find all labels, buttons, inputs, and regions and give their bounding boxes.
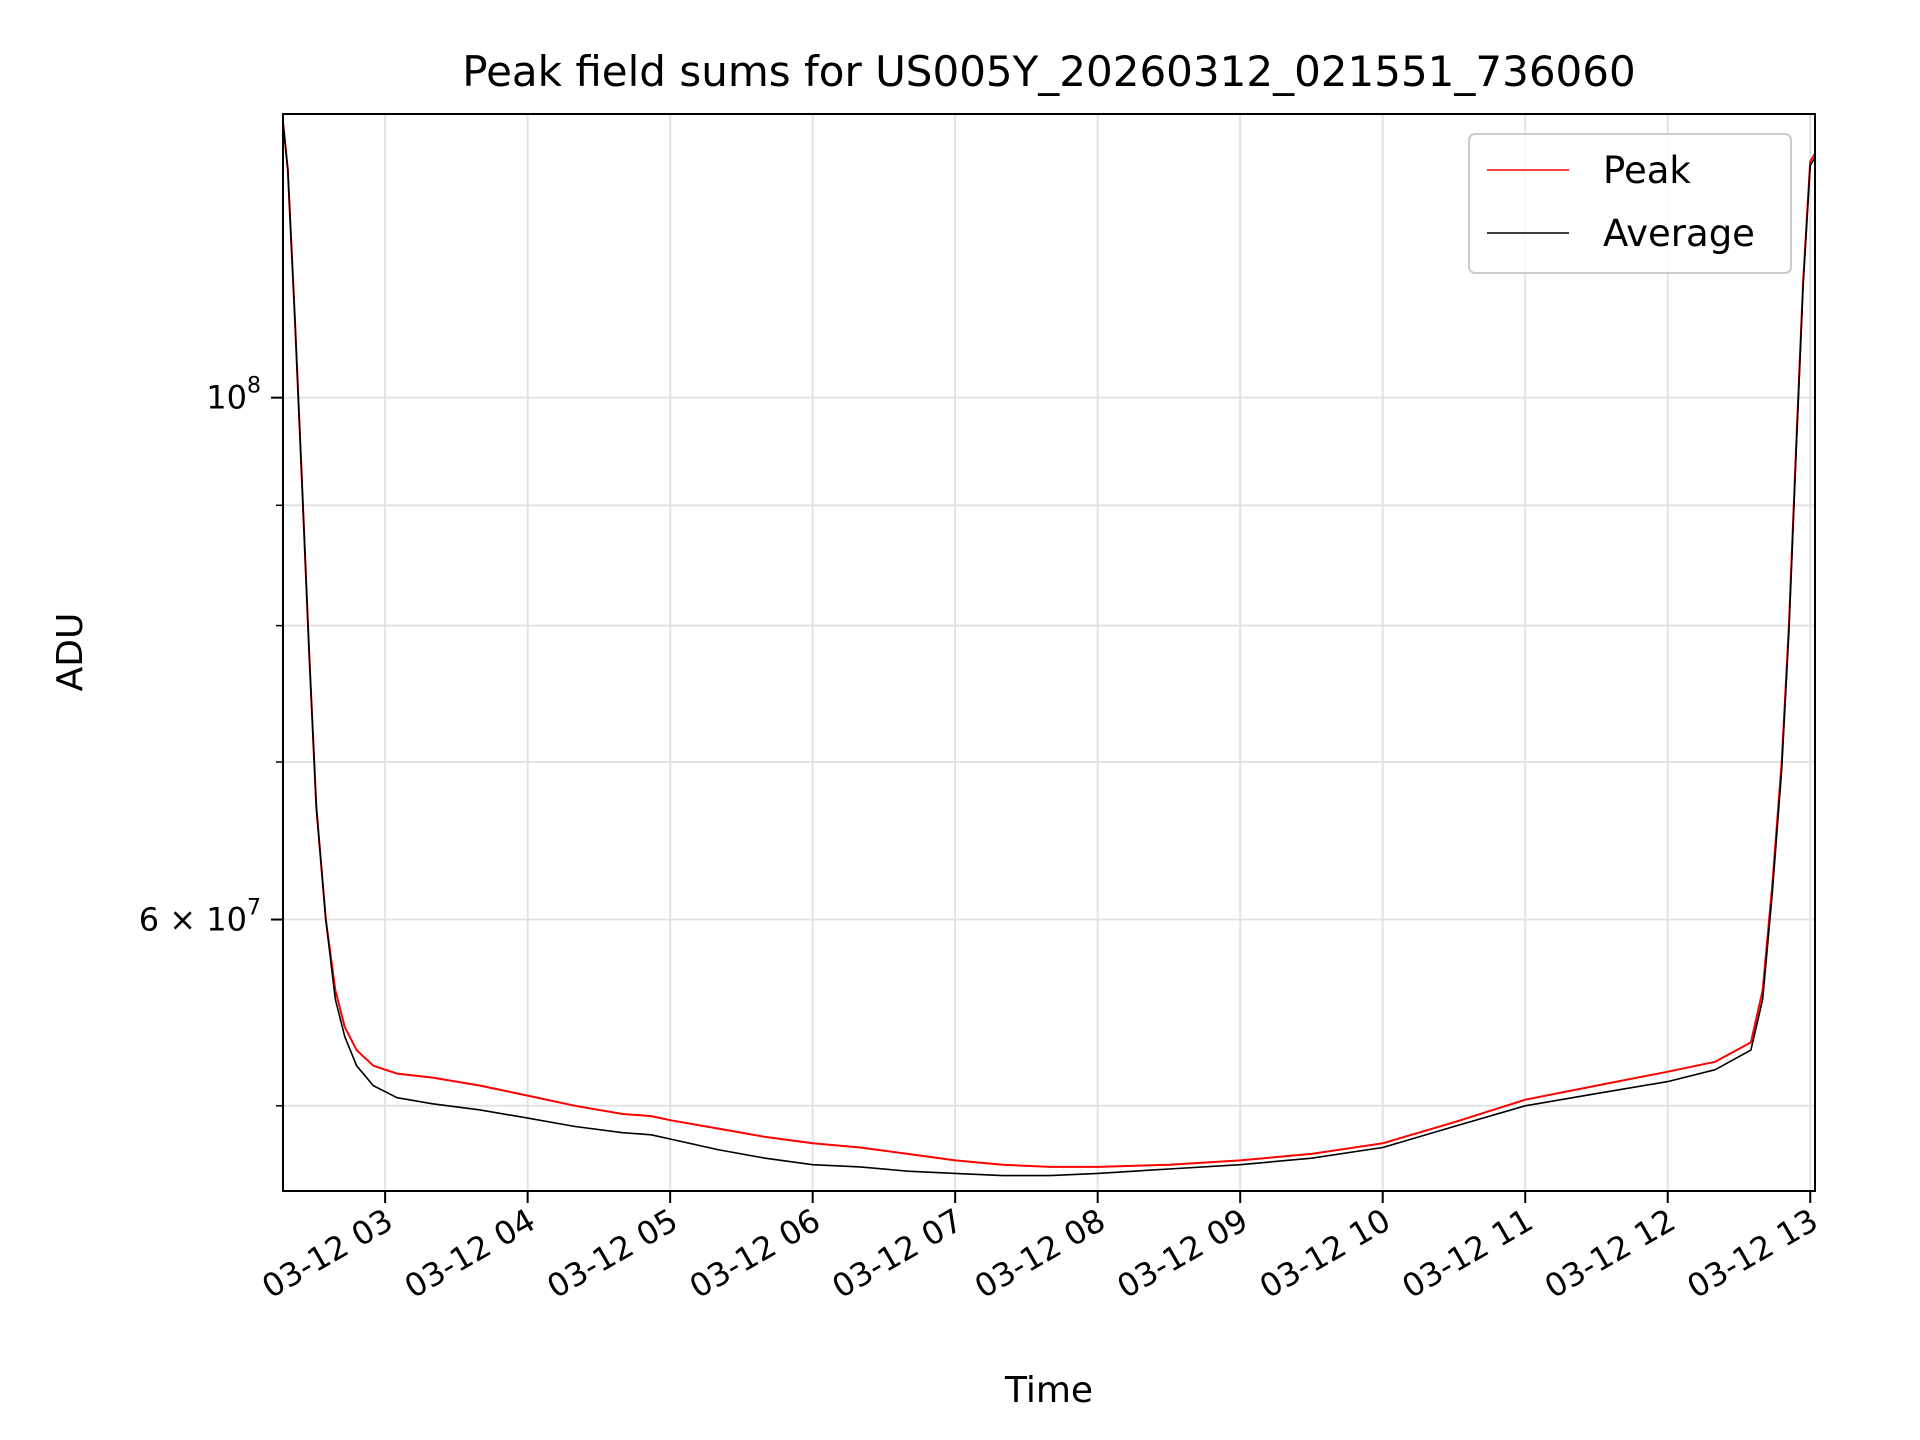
y-axis-ticks: 108 6 × 107: [139, 374, 283, 1107]
chart-title: Peak field sums for US005Y_20260312_0215…: [462, 47, 1635, 96]
legend: Peak Average: [1468, 133, 1792, 274]
plot-area: [283, 114, 1815, 1191]
y-axis-label: ADU: [50, 613, 91, 692]
y-tick-label: 108: [206, 374, 261, 417]
series-line-average: [282, 121, 1816, 1177]
grid-lines: [283, 114, 1815, 1191]
legend-box: [1468, 133, 1792, 274]
x-axis-label: Time: [1004, 1370, 1093, 1411]
series-line-peak: [282, 121, 1816, 1168]
legend-label-peak: Peak: [1603, 149, 1691, 192]
legend-label-average: Average: [1603, 212, 1755, 255]
plot-frame: [282, 113, 1816, 1192]
series-group: [282, 121, 1816, 1177]
y-tick-label: 6 × 107: [139, 896, 261, 939]
